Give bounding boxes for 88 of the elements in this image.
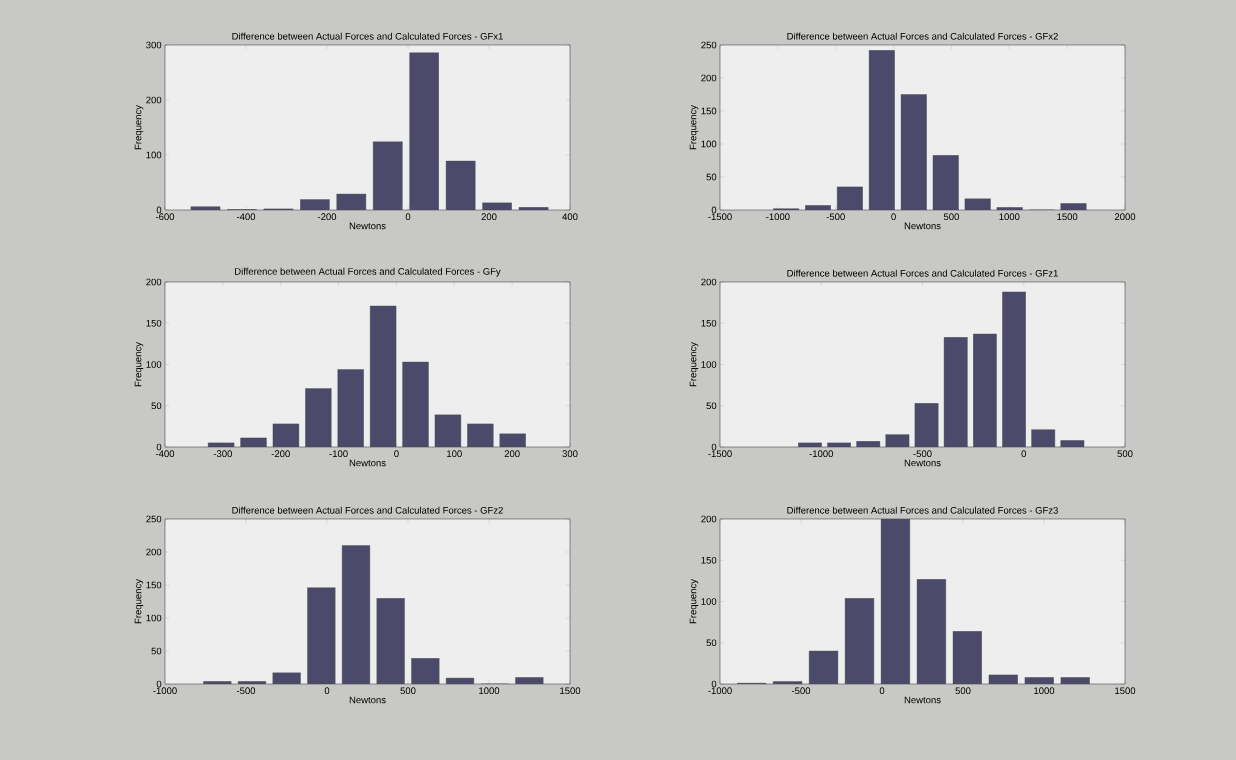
x-tick-label: -400 [236,213,256,221]
y-tick-label: 100 [146,151,162,159]
x-tick-label: 0 [405,213,411,221]
x-tick-label: 1500 [560,687,581,695]
y-tick-label: 0 [711,206,717,214]
y-axis-title: Frequency [134,342,144,387]
x-tick-label: 500 [400,687,416,695]
y-tick-label: 150 [146,581,162,589]
y-tick-label: 250 [701,41,717,49]
y-tick-label: 50 [706,402,717,410]
x-tick-label: -500 [913,450,932,458]
y-tick-label: 250 [146,515,162,523]
x-tick-label: 400 [562,213,578,221]
x-tick-label: -1000 [153,687,177,695]
y-axis-title: Frequency [134,105,144,150]
x-tick-label: -1500 [708,450,732,458]
y-tick-label: 0 [711,680,717,688]
x-tick-label: 300 [562,450,578,458]
x-tick-label: 0 [891,213,896,221]
x-tick-label: -100 [329,450,348,458]
x-tick-label: -200 [271,450,290,458]
x-axis-title: Newtons [904,222,941,230]
y-axis-title: Frequency [134,579,144,624]
chart-title: Difference between Actual Forces and Calculated Forces - GFz1 [787,269,1058,277]
y-tick-label: 0 [156,206,162,214]
y-tick-label: 0 [711,443,717,451]
chart-title: Difference between Actual Forces and Calculated Forces - GFx2 [787,32,1058,40]
x-tick-label: -500 [826,213,845,221]
y-tick-label: 50 [151,647,162,655]
x-tick-label: 1000 [999,213,1020,221]
y-tick-label: 200 [146,278,162,286]
x-tick-label: 1000 [1034,687,1055,695]
y-tick-label: 50 [706,173,717,181]
y-tick-label: 150 [146,319,162,327]
chart-title: Difference between Actual Forces and Calculated Forces - GFz3 [787,506,1058,514]
y-axis-title: Frequency [689,342,699,387]
y-tick-label: 50 [706,639,717,647]
x-tick-label: 100 [447,450,462,458]
x-tick-label: 500 [1117,450,1133,458]
x-tick-label: 0 [1021,450,1027,458]
x-axis-title: Newtons [349,459,386,467]
y-tick-label: 150 [701,319,717,327]
x-tick-label: -500 [236,687,256,695]
y-tick-label: 0 [156,443,162,451]
x-tick-label: -200 [317,213,337,221]
y-tick-label: 300 [146,41,162,49]
x-tick-label: 1500 [1057,213,1078,221]
x-tick-label: 1500 [1115,687,1136,695]
x-tick-label: 200 [504,450,520,458]
y-tick-label: 200 [701,515,717,523]
y-tick-label: 150 [701,107,717,115]
x-tick-label: -1000 [708,687,732,695]
x-tick-label: -500 [791,687,811,695]
y-tick-label: 100 [701,598,717,605]
x-tick-label: 0 [394,450,399,458]
x-tick-label: 0 [324,687,330,695]
x-tick-label: 500 [943,213,959,221]
x-tick-label: -400 [155,450,175,458]
chart-title: Difference between Actual Forces and Calculated Forces - GFx1 [232,32,503,40]
y-tick-label: 200 [701,278,717,286]
x-axis-title: Newtons [904,459,941,467]
x-tick-label: -1000 [766,213,790,221]
y-axis-title: Frequency [689,579,699,624]
x-tick-label: -300 [213,450,232,458]
y-tick-label: 200 [146,96,162,104]
y-tick-label: 100 [701,361,717,368]
chart-title: Difference between Actual Forces and Calculated Forces - GFz2 [232,506,503,514]
y-tick-label: 200 [701,74,717,82]
y-tick-label: 50 [151,402,162,410]
y-tick-label: 100 [146,614,162,622]
y-tick-label: 100 [701,140,717,148]
x-tick-label: -1500 [708,213,732,221]
x-tick-label: -600 [155,213,175,221]
y-axis-title: Frequency [689,105,699,150]
y-tick-label: 200 [146,548,162,556]
y-tick-label: 150 [701,556,717,564]
x-axis-title: Newtons [349,222,386,230]
x-tick-label: 200 [481,213,497,221]
x-tick-label: -1000 [809,450,834,458]
y-tick-label: 0 [156,680,162,688]
y-tick-label: 100 [146,361,162,368]
x-tick-label: 2000 [1114,213,1136,221]
x-tick-label: 0 [879,687,885,695]
chart-title: Difference between Actual Forces and Calculated Forces - GFy [235,267,501,277]
x-tick-label: 500 [955,687,971,695]
x-tick-label: 1000 [479,687,500,695]
x-axis-title: Newtons [904,696,941,704]
x-axis-title: Newtons [349,696,386,704]
